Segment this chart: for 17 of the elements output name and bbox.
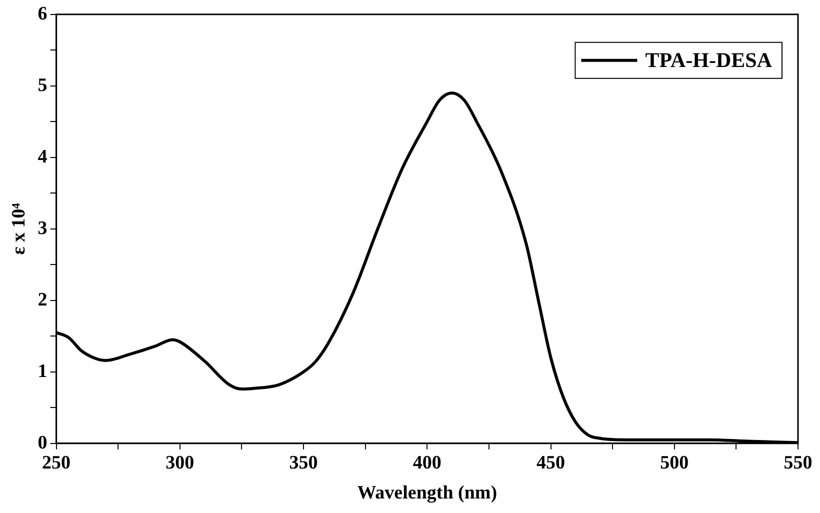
x-tick-label: 500 [660,452,689,474]
y-tick-label: 1 [38,360,48,382]
x-tick-label: 250 [42,452,71,474]
x-axis-title: Wavelength (nm) [357,482,498,504]
x-tick-label: 450 [536,452,566,474]
y-tick-label: 0 [38,432,48,454]
y-tick-label: 3 [38,218,48,239]
x-tick-label: 550 [784,452,812,474]
legend-label: TPA-H-DESA [645,48,773,72]
y-tick-label: 5 [38,74,48,96]
y-tick-label: 2 [38,289,48,310]
x-tick-label: 350 [289,452,318,474]
x-tick-label: 400 [412,452,442,474]
x-tick-label: 300 [166,452,194,474]
y-tick-label: 6 [38,3,48,24]
y-axis-title: ε x 10⁴ [8,202,30,255]
y-tick-label: 4 [38,146,48,168]
